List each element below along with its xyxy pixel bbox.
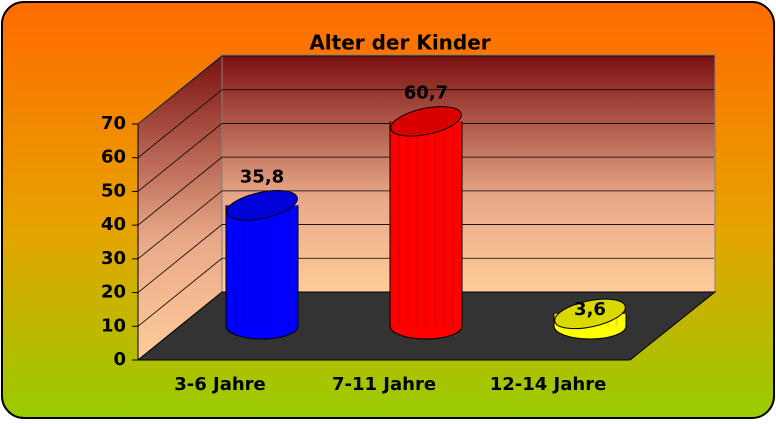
x-tick-label: 3-6 Jahre: [174, 374, 266, 395]
x-tick-label: 12-14 Jahre: [490, 374, 607, 395]
y-tick-label: 60: [101, 147, 126, 168]
grid-line: [137, 89, 714, 159]
grid-line: [137, 123, 714, 192]
bar-bottom-edge: [225, 325, 299, 340]
y-tick-label: 10: [101, 315, 126, 336]
bar-top: [390, 106, 462, 137]
data-label: 35,8: [240, 166, 284, 187]
grid-line: [137, 224, 714, 293]
bar-top: [554, 298, 626, 330]
grid-line: [137, 55, 714, 125]
grid-line: [137, 190, 714, 260]
y-tick-label: 70: [101, 113, 126, 134]
y-tick-label: 30: [101, 248, 126, 269]
y-tick-label: 50: [101, 180, 126, 201]
bar-top: [226, 190, 298, 221]
y-tick-label: 20: [101, 282, 126, 303]
data-label: 3,6: [574, 299, 606, 320]
grid-line: [137, 257, 714, 327]
y-tick-label: 0: [113, 349, 126, 370]
grid-line: [137, 156, 714, 226]
data-label: 60,7: [404, 82, 448, 103]
chart-title: Alter der Kinder: [309, 31, 490, 55]
bar-bottom-edge: [553, 325, 627, 340]
bar-bottom-edge: [389, 325, 463, 340]
x-tick-label: 7-11 Jahre: [332, 374, 436, 395]
y-tick-label: 40: [101, 214, 126, 235]
